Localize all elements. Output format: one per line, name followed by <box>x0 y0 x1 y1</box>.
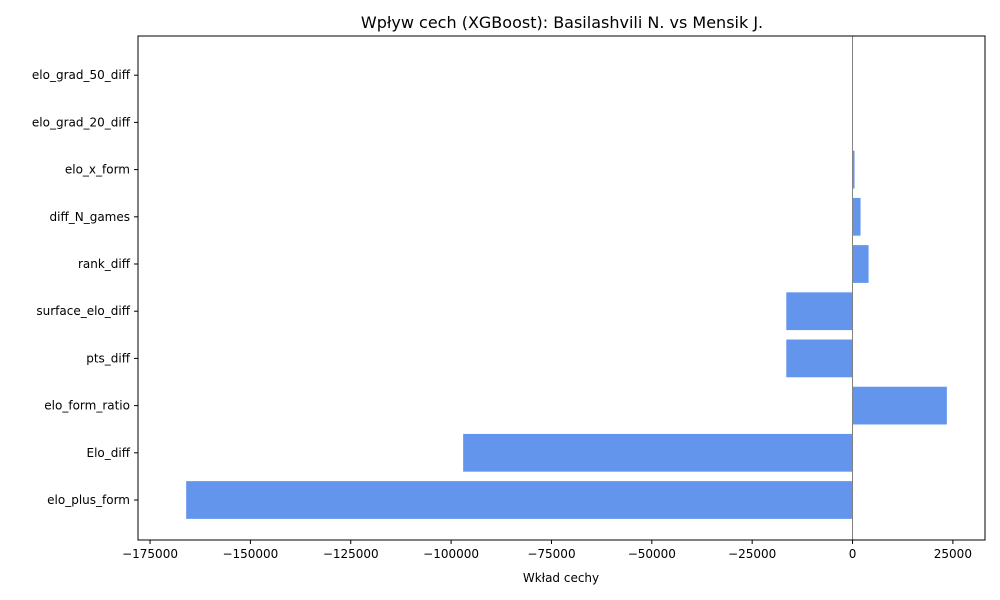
bar-Elo_diff <box>463 433 853 472</box>
x-tick-label: −50000 <box>628 547 676 561</box>
y-tick-label: Elo_diff <box>87 446 131 460</box>
x-axis: −175000 −150000 −125000 −100000 −75000 −50000… <box>122 540 972 561</box>
bar-pts_diff <box>786 339 853 378</box>
chart-title: Wpływ cech (XGBoost): Basilashvili N. vs… <box>361 13 763 32</box>
bar-elo_plus_form <box>186 481 853 519</box>
y-tick-label: elo_grad_50_diff <box>32 68 131 82</box>
y-tick-label: rank_diff <box>78 257 131 271</box>
x-tick-label: −175000 <box>122 547 178 561</box>
bar-rank_diff <box>852 245 869 283</box>
x-tick-label: −125000 <box>323 547 379 561</box>
y-tick-label: elo_x_form <box>65 163 130 177</box>
y-axis: elo_plus_form Elo_diff elo_form_ratio pts_d… <box>32 68 138 507</box>
bar-surface_elo_diff <box>786 292 853 331</box>
y-tick-label: surface_elo_diff <box>36 304 130 318</box>
plot-frame <box>137 35 986 541</box>
x-axis-label: Wkład cechy <box>523 571 599 585</box>
x-tick-label: −75000 <box>527 547 575 561</box>
y-tick-label: diff_N_games <box>50 210 131 224</box>
bars-group <box>186 150 947 519</box>
y-tick-label: pts_diff <box>86 351 131 365</box>
y-tick-label: elo_grad_20_diff <box>32 115 131 129</box>
x-tick-label: 25000 <box>934 547 972 561</box>
y-tick-label: elo_plus_form <box>47 493 130 507</box>
x-tick-label: 0 <box>849 547 857 561</box>
x-tick-label: −25000 <box>728 547 776 561</box>
bar-diff_N_games <box>852 197 861 236</box>
x-tick-label: −150000 <box>222 547 278 561</box>
y-tick-label: elo_form_ratio <box>44 399 130 413</box>
bar-elo_x_form <box>852 150 855 189</box>
bar-elo_form_ratio <box>852 386 947 425</box>
x-tick-label: −100000 <box>423 547 479 561</box>
